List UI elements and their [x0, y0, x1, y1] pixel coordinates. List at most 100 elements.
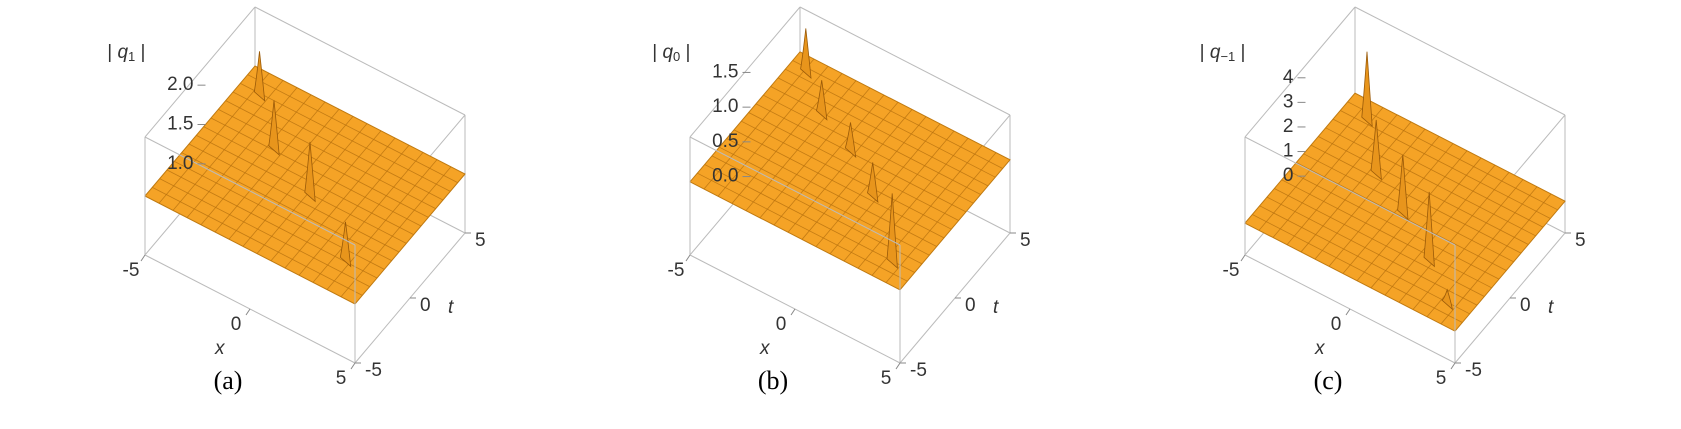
surface-mesh: [792, 60, 1003, 169]
surface-mesh: [759, 87, 871, 219]
z-label-symbol: q: [662, 42, 673, 63]
surface-mesh: [843, 130, 955, 262]
surface-mesh: [1296, 162, 1507, 271]
x-tick: [140, 254, 146, 262]
z-axis-label: | q0 |: [652, 42, 690, 64]
surface-peak: [304, 141, 316, 203]
surface-mesh: [214, 101, 326, 233]
surface-mesh: [697, 172, 908, 282]
surface-peak: [1370, 119, 1382, 181]
surface-mesh: [1440, 193, 1552, 325]
surface-peak: [253, 51, 266, 102]
x-tick-label: 5: [881, 368, 892, 389]
z-tick-label: 0.0: [712, 166, 738, 187]
surface-mesh: [1370, 157, 1482, 289]
surface-mesh: [1328, 136, 1440, 267]
box-edge: [1354, 6, 1566, 116]
x-tick-label: 5: [336, 368, 347, 389]
t-tick-label: 5: [1575, 230, 1586, 251]
surface-mesh: [1266, 196, 1478, 306]
x-tick: [1345, 308, 1351, 316]
surface-mesh: [857, 137, 969, 269]
z-tick-label: 1.5: [712, 61, 738, 82]
surface-mesh: [770, 86, 981, 195]
surface-mesh: [159, 178, 370, 288]
surface-mesh: [1281, 179, 1492, 289]
surface-mesh: [703, 58, 815, 190]
surface-mesh: [186, 87, 298, 218]
surface-mesh: [885, 152, 997, 283]
surface-mesh: [726, 138, 937, 247]
z-label-index: 1: [128, 50, 135, 65]
surface-mesh: [1286, 114, 1398, 245]
surface-mesh: [298, 144, 410, 276]
z-label-index: −1: [1220, 50, 1235, 65]
z-tick-label: 1: [1283, 141, 1294, 162]
surface-mesh: [1258, 100, 1370, 231]
surface-mesh: [748, 112, 959, 221]
surface-mesh: [1252, 214, 1463, 323]
surface-mesh: [225, 100, 436, 210]
surface-mesh: [1300, 121, 1412, 253]
surface-mesh: [1398, 172, 1510, 303]
x-tick-label: -5: [668, 260, 685, 281]
t-tick-label: -5: [365, 360, 382, 381]
surface-mesh: [210, 117, 422, 227]
surface-peak: [886, 193, 898, 269]
t-tick-label: 5: [1020, 230, 1031, 251]
surface-mesh: [763, 94, 974, 204]
surface-mesh: [1272, 107, 1384, 238]
surface-mesh: [200, 94, 312, 226]
t-axis-label: t: [993, 297, 999, 318]
surface-mesh: [1412, 179, 1524, 310]
x-tick: [1240, 254, 1246, 262]
surface-mesh: [741, 120, 952, 230]
surface-mesh: [166, 169, 378, 279]
x-tick-label: 0: [776, 314, 787, 335]
box-edge: [144, 6, 256, 138]
surface-mesh: [801, 109, 913, 240]
box-edge: [689, 136, 901, 246]
x-tick: [895, 362, 901, 370]
z-tick-label: 2.0: [167, 74, 193, 95]
surface-peak: [339, 221, 352, 268]
surface-mesh: [284, 137, 396, 269]
surface-peak: [1361, 51, 1373, 128]
surface-mesh: [755, 103, 967, 213]
z-tick-label: 0: [1283, 165, 1294, 186]
t-tick-label: -5: [1465, 360, 1482, 381]
x-axis-label: x: [214, 338, 226, 359]
z-tick-label: 1.0: [712, 96, 738, 117]
z-label-open: |: [107, 42, 117, 63]
surface-mesh: [270, 130, 382, 262]
x-tick: [1450, 362, 1456, 370]
x-tick-label: 0: [231, 314, 242, 335]
surface-peak: [1397, 154, 1409, 221]
z-label-index: 0: [673, 50, 680, 65]
z-tick-label: 3: [1283, 91, 1294, 112]
surface-mesh: [711, 155, 923, 265]
surface-mesh: [188, 143, 400, 253]
surface-mesh: [829, 123, 941, 255]
x-axis-label: x: [1314, 338, 1326, 359]
surface-mesh: [1310, 144, 1522, 254]
surface-mesh: [787, 101, 899, 233]
surface-mesh: [242, 116, 354, 247]
surface-mesh: [340, 166, 452, 298]
surface-mesh: [218, 108, 429, 218]
x-tick: [350, 362, 356, 370]
x-tick-label: -5: [1223, 260, 1240, 281]
surface-mesh: [1384, 164, 1496, 296]
caption: (a): [214, 366, 243, 395]
surface-mesh: [704, 164, 915, 273]
t-tick-label: 0: [1520, 295, 1531, 316]
surface-mesh: [232, 91, 444, 201]
surface-mesh: [196, 134, 407, 244]
surface-mesh: [1274, 188, 1485, 297]
surface-mesh: [1314, 128, 1426, 260]
z-tick-label: 4: [1283, 67, 1294, 88]
surface-mesh: [1318, 136, 1529, 245]
surface-peak: [816, 80, 828, 121]
surface-mesh: [228, 108, 340, 240]
